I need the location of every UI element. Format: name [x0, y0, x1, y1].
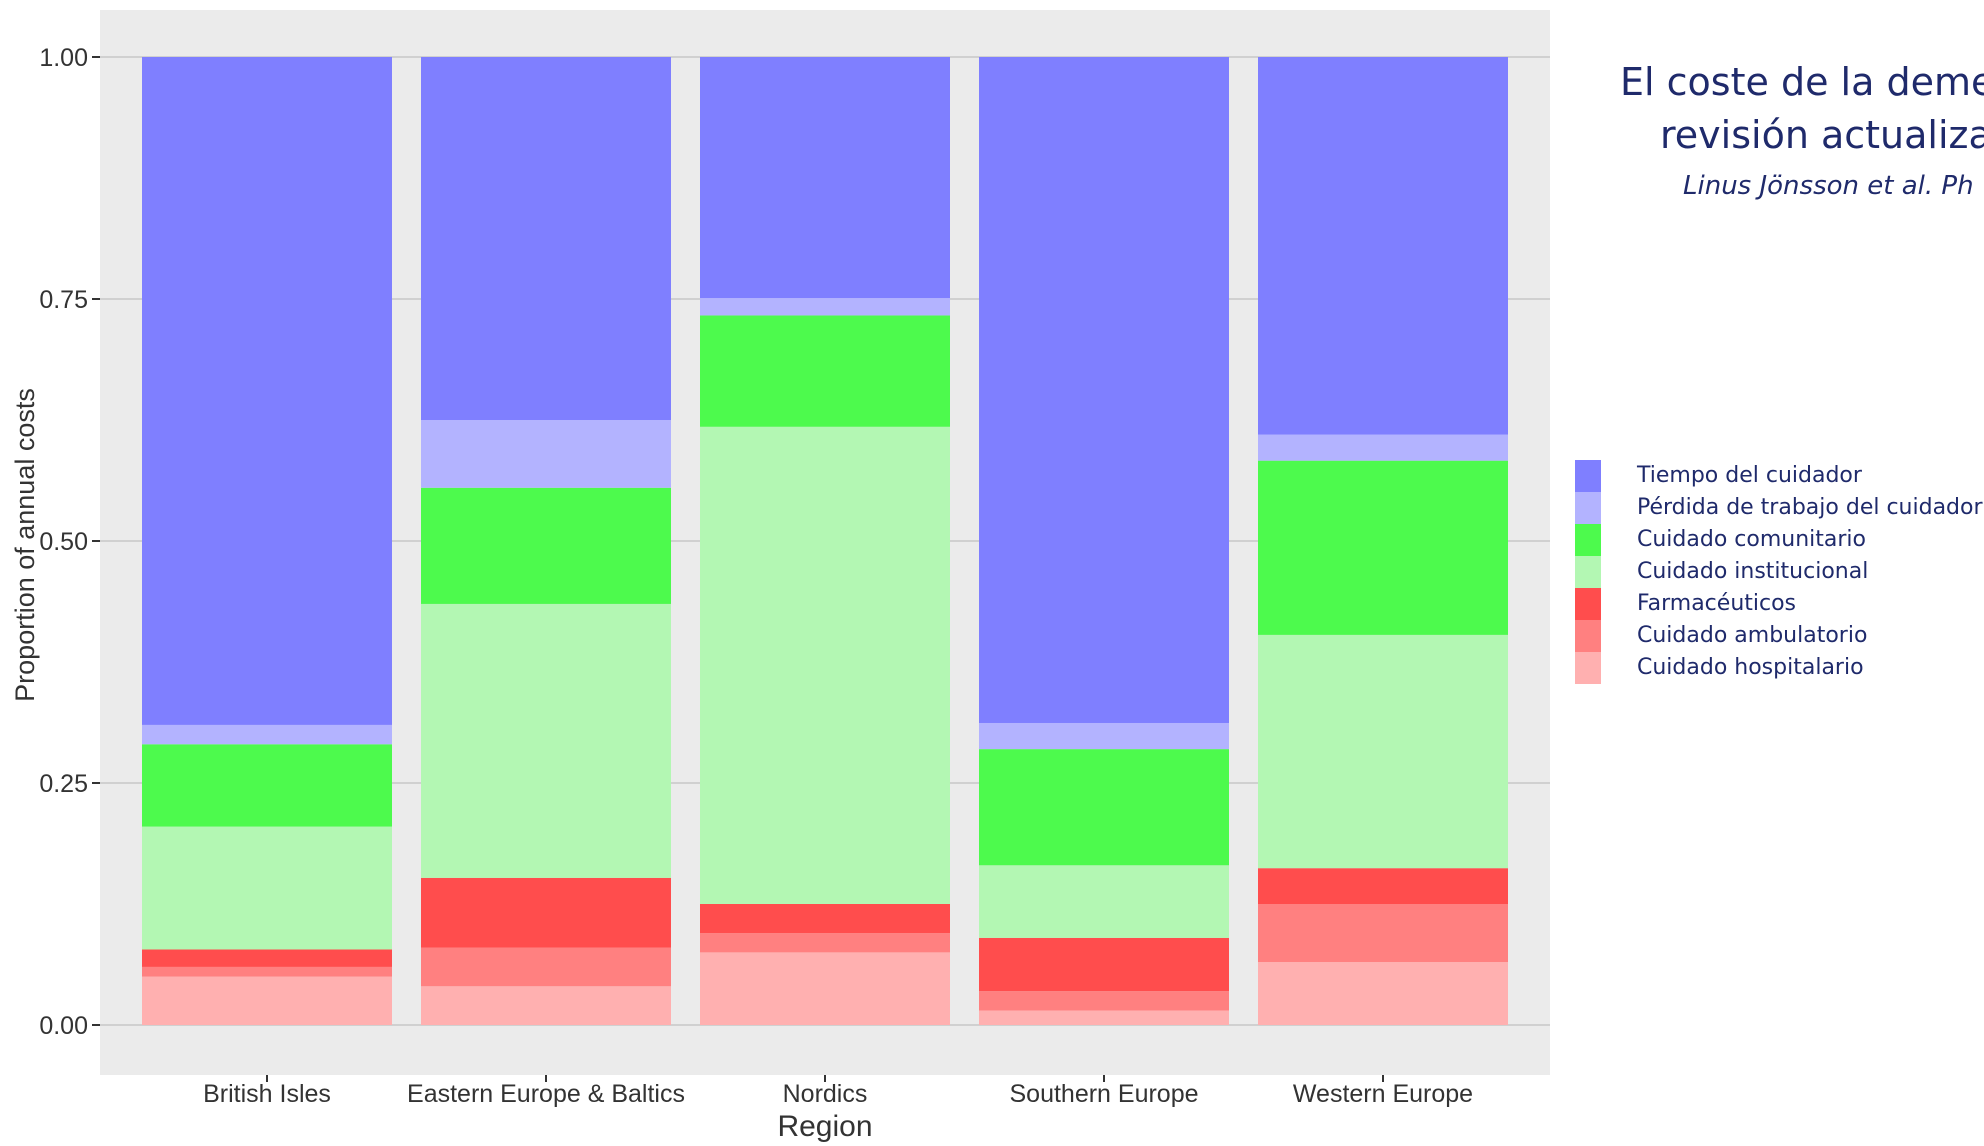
x-axis-ticks: British Isles Eastern Europe & Baltics Nor… [203, 1075, 1473, 1108]
legend-swatch-5 [1575, 620, 1601, 652]
y-tick-label-3: 0.75 [39, 286, 88, 314]
bar-segment-0-6 [142, 57, 392, 725]
y-tick-label-0: 0.00 [39, 1012, 88, 1040]
bar-segment-4-6 [1258, 57, 1508, 435]
legend-label-6: Cuidado hospitalario [1637, 655, 1864, 680]
bar-segment-2-5 [700, 298, 950, 316]
bar-segment-3-2 [979, 937, 1229, 992]
legend-label-0: Tiempo del cuidador [1636, 463, 1863, 488]
bar-segment-0-4 [142, 744, 392, 827]
bar-segment-0-1 [142, 966, 392, 977]
bar-segment-0-5 [142, 724, 392, 745]
bar-segment-1-2 [421, 877, 671, 948]
y-tick-label-1: 0.25 [39, 770, 88, 798]
bar-segment-1-1 [421, 947, 671, 987]
bar-segment-4-4 [1258, 460, 1508, 635]
y-axis-label: Proportion of annual costs [10, 388, 40, 702]
bar-segment-3-6 [979, 57, 1229, 723]
legend-swatch-3 [1575, 556, 1601, 588]
bar-segment-2-0 [700, 952, 950, 1025]
legend: Tiempo del cuidador Pérdida de trabajo de… [1575, 460, 1983, 684]
x-tick-label-3: Southern Europe [1009, 1080, 1198, 1108]
legend-label-5: Cuidado ambulatorio [1637, 623, 1867, 648]
chart-subtitle: Linus Jönsson et al. Ph [1683, 171, 1974, 201]
bar-segment-0-3 [142, 826, 392, 950]
bar-segment-2-4 [700, 315, 950, 427]
y-axis-ticks: 0.00 0.25 0.50 0.75 1.00 [39, 44, 100, 1040]
bar-segment-2-3 [700, 426, 950, 904]
bar-segment-4-3 [1258, 634, 1508, 869]
chart-title-line-2: revisión actualiza [1660, 113, 1984, 157]
bar-segment-2-6 [700, 57, 950, 299]
legend-swatch-2 [1575, 524, 1601, 556]
bar-segment-1-6 [421, 57, 671, 420]
bar-segment-3-0 [979, 1010, 1229, 1025]
bar-segment-4-1 [1258, 904, 1508, 963]
bars [142, 57, 1508, 1025]
chart-title-line-1: El coste de la deme [1620, 60, 1984, 104]
bar-segment-1-3 [421, 603, 671, 878]
bar-segment-1-5 [421, 420, 671, 488]
legend-label-2: Cuidado comunitario [1637, 527, 1866, 552]
x-tick-label-0: British Isles [203, 1080, 331, 1108]
bar-segment-4-2 [1258, 868, 1508, 904]
y-tick-label-2: 0.50 [39, 528, 88, 556]
bar-segment-3-5 [979, 722, 1229, 750]
bar-segment-0-0 [142, 976, 392, 1025]
legend-label-4: Farmacéuticos [1637, 591, 1796, 616]
bar-segment-3-3 [979, 865, 1229, 938]
legend-swatch-6 [1575, 652, 1601, 684]
x-tick-label-4: Western Europe [1293, 1080, 1473, 1108]
bar-segment-2-2 [700, 904, 950, 934]
bar-segment-4-0 [1258, 962, 1508, 1025]
bar-segment-4-5 [1258, 434, 1508, 461]
bar-segment-0-2 [142, 949, 392, 967]
legend-swatch-4 [1575, 588, 1601, 620]
x-axis-label: Region [777, 1110, 872, 1143]
bar-segment-3-4 [979, 749, 1229, 866]
legend-label-1: Pérdida de trabajo del cuidador [1637, 495, 1983, 520]
bar-segment-3-1 [979, 991, 1229, 1011]
x-tick-label-1: Eastern Europe & Baltics [407, 1080, 685, 1108]
bar-segment-1-0 [421, 986, 671, 1025]
legend-swatch-1 [1575, 492, 1601, 524]
legend-swatch-0 [1575, 460, 1601, 492]
legend-label-3: Cuidado institucional [1637, 559, 1868, 584]
y-tick-label-4: 1.00 [39, 44, 88, 72]
x-tick-label-2: Nordics [783, 1080, 868, 1108]
bar-segment-2-1 [700, 933, 950, 953]
bar-segment-1-4 [421, 487, 671, 604]
